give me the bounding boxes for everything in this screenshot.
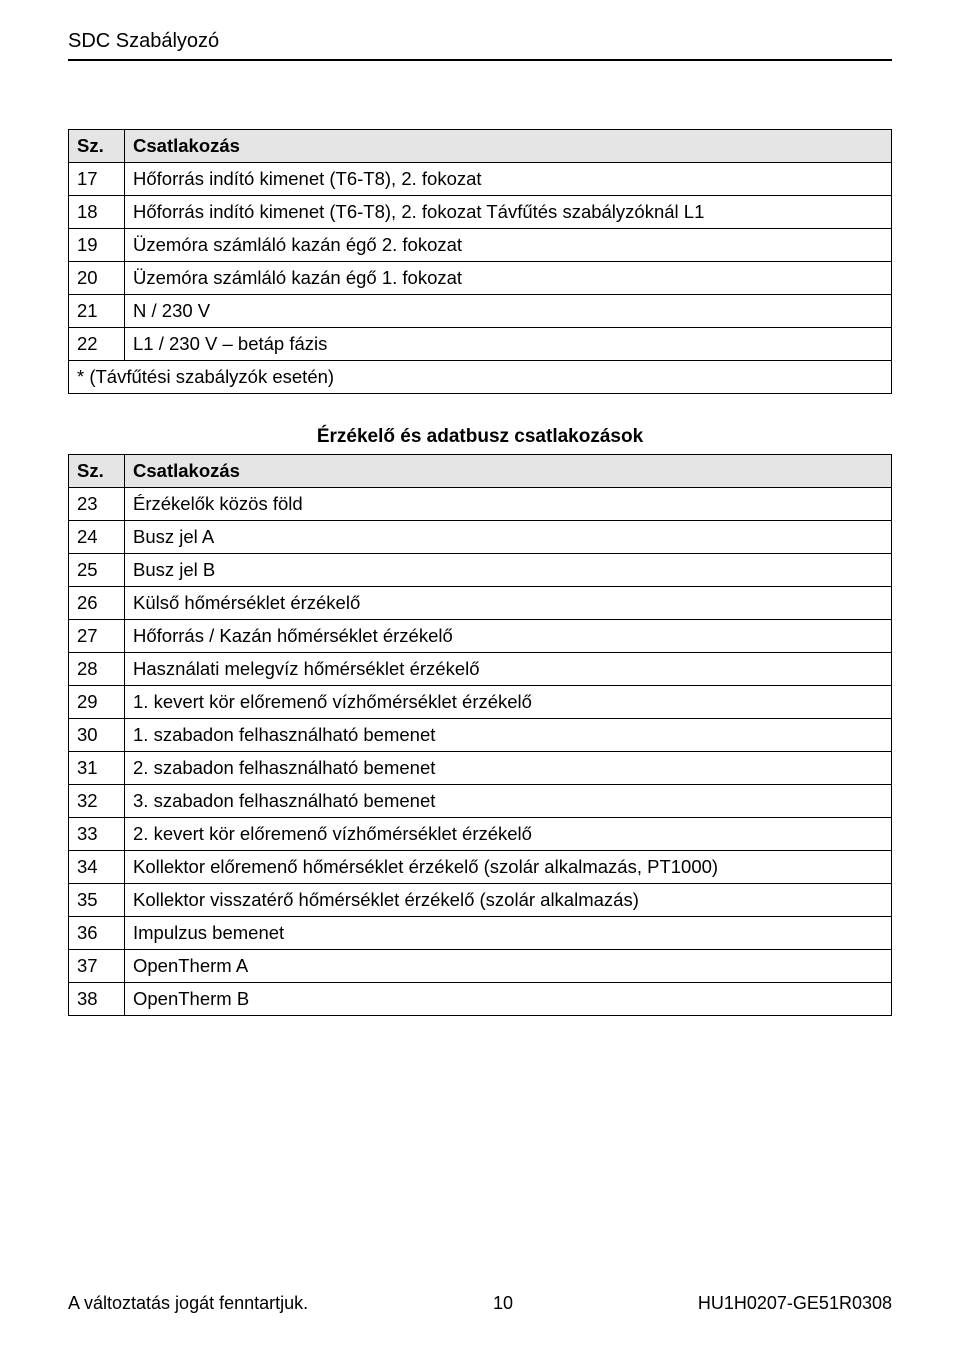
table-row: 332. kevert kör előremenő vízhőmérséklet… xyxy=(69,818,892,851)
col-header-desc: Csatlakozás xyxy=(125,455,892,488)
cell-desc: Használati melegvíz hőmérséklet érzékelő xyxy=(125,653,892,686)
cell-num: 27 xyxy=(69,620,125,653)
table-row: 291. kevert kör előremenő vízhőmérséklet… xyxy=(69,686,892,719)
cell-num: 32 xyxy=(69,785,125,818)
table-row: 20Üzemóra számláló kazán égő 1. fokozat xyxy=(69,262,892,295)
footer-left: A változtatás jogát fenntartjuk. xyxy=(68,1293,308,1314)
cell-desc: Üzemóra számláló kazán égő 2. fokozat xyxy=(125,229,892,262)
cell-num: 28 xyxy=(69,653,125,686)
table-row: 34Kollektor előremenő hőmérséklet érzéke… xyxy=(69,851,892,884)
cell-num: 33 xyxy=(69,818,125,851)
col-header-desc: Csatlakozás xyxy=(125,130,892,163)
cell-desc: Üzemóra számláló kazán égő 1. fokozat xyxy=(125,262,892,295)
cell-desc: 3. szabadon felhasználható bemenet xyxy=(125,785,892,818)
table-row: 35Kollektor visszatérő hőmérséklet érzék… xyxy=(69,884,892,917)
table-row: 21N / 230 V xyxy=(69,295,892,328)
cell-num: 18 xyxy=(69,196,125,229)
table-row: 38OpenTherm B xyxy=(69,983,892,1016)
page-header: SDC Szabályozó xyxy=(68,30,892,61)
col-header-num: Sz. xyxy=(69,130,125,163)
footer-page-number: 10 xyxy=(493,1293,513,1314)
cell-desc: Hőforrás indító kimenet (T6-T8), 2. foko… xyxy=(125,163,892,196)
cell-desc: 2. szabadon felhasználható bemenet xyxy=(125,752,892,785)
col-header-num: Sz. xyxy=(69,455,125,488)
cell-desc: 2. kevert kör előremenő vízhőmérséklet é… xyxy=(125,818,892,851)
footer-right: HU1H0207-GE51R0308 xyxy=(698,1293,892,1314)
table-row: 36Impulzus bemenet xyxy=(69,917,892,950)
cell-desc: Impulzus bemenet xyxy=(125,917,892,950)
cell-desc: Busz jel A xyxy=(125,521,892,554)
table-row: 301. szabadon felhasználható bemenet xyxy=(69,719,892,752)
cell-num: 34 xyxy=(69,851,125,884)
connections-table-1: Sz. Csatlakozás 17Hőforrás indító kimene… xyxy=(68,129,892,394)
cell-num: 31 xyxy=(69,752,125,785)
cell-desc: Busz jel B xyxy=(125,554,892,587)
cell-desc: Külső hőmérséklet érzékelő xyxy=(125,587,892,620)
table-header-row: Sz. Csatlakozás xyxy=(69,455,892,488)
table-row: 28Használati melegvíz hőmérséklet érzéke… xyxy=(69,653,892,686)
cell-desc: Kollektor visszatérő hőmérséklet érzékel… xyxy=(125,884,892,917)
cell-desc: Érzékelők közös föld xyxy=(125,488,892,521)
page-footer: A változtatás jogát fenntartjuk. 10 HU1H… xyxy=(68,1293,892,1314)
cell-desc: Hőforrás indító kimenet (T6-T8), 2. foko… xyxy=(125,196,892,229)
table-row: 24Busz jel A xyxy=(69,521,892,554)
cell-num: 37 xyxy=(69,950,125,983)
cell-desc: 1. szabadon felhasználható bemenet xyxy=(125,719,892,752)
cell-num: 22 xyxy=(69,328,125,361)
table-row: 323. szabadon felhasználható bemenet xyxy=(69,785,892,818)
table-row: 26Külső hőmérséklet érzékelő xyxy=(69,587,892,620)
cell-num: 24 xyxy=(69,521,125,554)
cell-desc: 1. kevert kör előremenő vízhőmérséklet é… xyxy=(125,686,892,719)
cell-num: 29 xyxy=(69,686,125,719)
cell-num: 30 xyxy=(69,719,125,752)
cell-desc: Kollektor előremenő hőmérséklet érzékelő… xyxy=(125,851,892,884)
cell-num: 19 xyxy=(69,229,125,262)
connections-table-2: Sz. Csatlakozás 23Érzékelők közös föld24… xyxy=(68,454,892,1016)
cell-num: 23 xyxy=(69,488,125,521)
cell-desc: OpenTherm A xyxy=(125,950,892,983)
table-row: 19Üzemóra számláló kazán égő 2. fokozat xyxy=(69,229,892,262)
table-row: 23Érzékelők közös föld xyxy=(69,488,892,521)
cell-desc: N / 230 V xyxy=(125,295,892,328)
cell-num: 21 xyxy=(69,295,125,328)
section-title-sensors: Érzékelő és adatbusz csatlakozások xyxy=(68,394,892,454)
cell-num: 26 xyxy=(69,587,125,620)
cell-num: 36 xyxy=(69,917,125,950)
cell-num: 17 xyxy=(69,163,125,196)
table-note-row: * (Távfűtési szabályzók esetén) xyxy=(69,361,892,394)
cell-num: 38 xyxy=(69,983,125,1016)
table-row: 18Hőforrás indító kimenet (T6-T8), 2. fo… xyxy=(69,196,892,229)
table-row: 312. szabadon felhasználható bemenet xyxy=(69,752,892,785)
cell-desc: OpenTherm B xyxy=(125,983,892,1016)
table-header-row: Sz. Csatlakozás xyxy=(69,130,892,163)
page: SDC Szabályozó Sz. Csatlakozás 17Hőforrá… xyxy=(0,0,960,1352)
cell-num: 25 xyxy=(69,554,125,587)
cell-desc: Hőforrás / Kazán hőmérséklet érzékelő xyxy=(125,620,892,653)
table-row: 22L1 / 230 V – betáp fázis xyxy=(69,328,892,361)
table-row: 27Hőforrás / Kazán hőmérséklet érzékelő xyxy=(69,620,892,653)
cell-desc: L1 / 230 V – betáp fázis xyxy=(125,328,892,361)
table-row: 25Busz jel B xyxy=(69,554,892,587)
cell-num: 20 xyxy=(69,262,125,295)
table-row: 17Hőforrás indító kimenet (T6-T8), 2. fo… xyxy=(69,163,892,196)
table-row: 37OpenTherm A xyxy=(69,950,892,983)
cell-num: 35 xyxy=(69,884,125,917)
table-note: * (Távfűtési szabályzók esetén) xyxy=(69,361,892,394)
